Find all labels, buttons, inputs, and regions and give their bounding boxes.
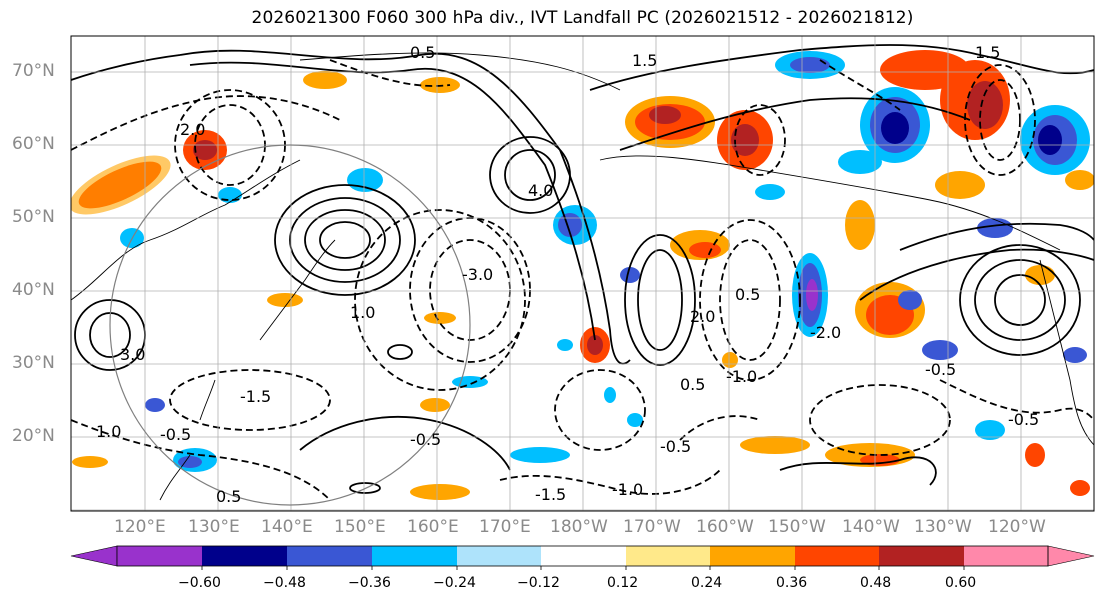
lon-label: 130°W [914, 517, 972, 537]
lon-label: 140°W [842, 517, 900, 537]
contour-label: 2.0 [690, 307, 715, 326]
lat-label: 70°N [12, 61, 55, 81]
colorbar-segment [626, 546, 710, 566]
lon-label: 120°W [988, 517, 1046, 537]
contour-label: 1.0 [350, 303, 375, 322]
lon-label: 120°E [114, 517, 166, 537]
contour-label: 0.5 [410, 43, 435, 62]
lon-label: 130°E [188, 517, 240, 537]
map-frame [70, 35, 1095, 512]
colorbar-tick-label: −0.12 [517, 575, 560, 591]
colorbar-tick-label: −0.36 [348, 575, 391, 591]
colorbar-tick-label: −0.60 [178, 575, 221, 591]
colorbar-tick-label: 0.24 [691, 575, 723, 591]
colorbar [70, 545, 1095, 570]
contour-label: -1.5 [240, 387, 271, 406]
contour-label: -1.0 [726, 367, 757, 386]
lon-label: 160°E [407, 517, 459, 537]
lat-label: 50°N [12, 207, 55, 227]
lon-label: 170°W [623, 517, 681, 537]
contour-label: -1.5 [535, 485, 566, 504]
contour-label: 0.5 [735, 285, 760, 304]
lat-label: 40°N [12, 280, 55, 300]
colorbar-tick-label: 0.60 [945, 575, 977, 591]
coastlines [71, 52, 1094, 501]
contour-label: 2.0 [180, 120, 205, 139]
contour-label: -2.0 [810, 323, 841, 342]
colorbar-segment [879, 546, 964, 566]
lon-label: 150°W [768, 517, 826, 537]
shaded-field [71, 50, 1094, 500]
contour-label: 1.0 [96, 422, 121, 441]
contour-label: 0.5 [216, 487, 241, 506]
contour-label: -0.5 [410, 430, 441, 449]
lon-label: 160°W [696, 517, 754, 537]
colorbar-tick-label: 0.12 [607, 575, 639, 591]
lat-label: 20°N [12, 426, 55, 446]
contour-labels: 2.0 1.5 0.5 -0.5 1.0 -1.0 -1.5 3.0 -3.0 … [96, 43, 1039, 506]
colorbar-segment [795, 546, 879, 566]
map-area: 2.0 1.5 0.5 -0.5 1.0 -1.0 -1.5 3.0 -3.0 … [71, 36, 1094, 511]
lat-label: 30°N [12, 353, 55, 373]
landfall-region-circle [109, 144, 471, 506]
lon-label: 170°E [479, 517, 531, 537]
colorbar-underflow-triangle [70, 545, 118, 567]
contour-label: 3.0 [120, 345, 145, 364]
contour-label: -0.5 [660, 437, 691, 456]
contour-label: -0.5 [160, 425, 191, 444]
contour-label: 4.0 [528, 181, 553, 200]
contour-label: 1.5 [975, 43, 1000, 62]
colorbar-segment [202, 546, 287, 566]
lon-label: 180°W [550, 517, 608, 537]
contour-label: -0.5 [925, 360, 956, 379]
colorbar-tick-label: −0.24 [433, 575, 476, 591]
colorbar-segment [372, 546, 457, 566]
contour-label: -1.0 [612, 480, 643, 499]
colorbar-segment [964, 546, 1048, 566]
contour-label: 1.5 [632, 51, 657, 70]
colorbar-segment [710, 546, 795, 566]
colorbar-segment [457, 546, 541, 566]
colorbar-tick-label: −0.48 [263, 575, 306, 591]
map-title: 2026021300 F060 300 hPa div., IVT Landfa… [251, 8, 914, 28]
contour-label: -0.5 [1008, 410, 1039, 429]
colorbar-tick-label: 0.36 [776, 575, 808, 591]
graticule [71, 36, 1094, 511]
colorbar-segment [287, 546, 372, 566]
contour-label: -3.0 [462, 265, 493, 284]
positive-contours [71, 44, 1094, 494]
colorbar-tick-label: 0.48 [860, 575, 892, 591]
colorbar-overflow-triangle [1047, 545, 1095, 567]
lon-label: 150°E [334, 517, 386, 537]
colorbar-segment [117, 546, 202, 566]
lat-label: 60°N [12, 134, 55, 154]
contour-label: 0.5 [680, 375, 705, 394]
lon-label: 140°E [261, 517, 313, 537]
colorbar-segment [541, 546, 626, 566]
